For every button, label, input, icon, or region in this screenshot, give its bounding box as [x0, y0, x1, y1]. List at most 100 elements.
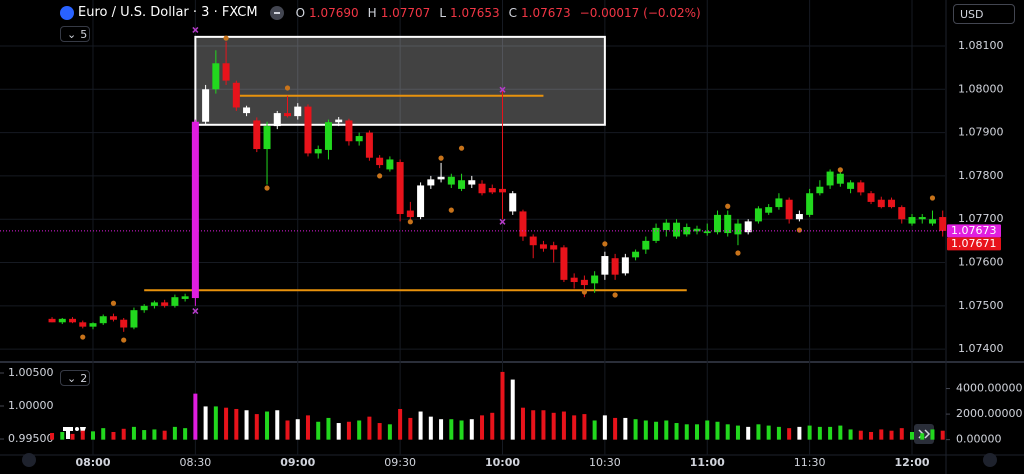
x-tick-label: 11:30: [794, 456, 826, 469]
high-value: 1.07707: [380, 5, 431, 20]
open-value: 1.07690: [309, 5, 359, 20]
candle-body: [744, 221, 752, 233]
volume-bar: [111, 431, 116, 440]
volume-bar: [592, 420, 597, 440]
volume-bar: [500, 371, 505, 440]
volume-bar: [295, 419, 300, 440]
candle-body: [253, 120, 261, 150]
volume-bar: [746, 426, 751, 440]
candle-body: [519, 211, 527, 237]
volume-bar: [459, 420, 464, 440]
volume-bar: [725, 424, 730, 440]
volume-bar: [920, 433, 925, 440]
volume-bar: [510, 379, 515, 440]
volume-bar: [336, 423, 341, 440]
volume-bar: [623, 417, 628, 440]
indicator-toggle[interactable]: ⌄ 5: [60, 26, 90, 42]
candle-body: [89, 323, 97, 327]
candle-body: [888, 199, 896, 208]
collapse-button[interactable]: [269, 5, 284, 20]
y-tick-label: 1.07600: [958, 256, 1004, 269]
candle-body: [836, 173, 844, 184]
x-tick-label: 10:30: [589, 456, 621, 469]
volume-bar: [715, 421, 720, 440]
volume-bar: [684, 424, 689, 440]
volume-bar: [387, 424, 392, 440]
y-tick-label: 1.07700: [958, 212, 1004, 225]
candle-body: [243, 107, 251, 114]
candle-body: [79, 322, 87, 327]
x-tick-label: 08:30: [180, 456, 212, 469]
candle-body: [202, 89, 210, 122]
zone-box: [194, 35, 606, 126]
volume-bar: [121, 428, 126, 440]
candle-body: [683, 227, 691, 235]
volume-bar: [305, 415, 310, 440]
volume-tick-label: 2000.00000: [956, 407, 1022, 420]
candle-body: [58, 318, 66, 323]
candle-body: [406, 210, 414, 218]
volume-bar: [367, 416, 372, 440]
volume-bar: [776, 426, 781, 440]
candle-body: [447, 176, 455, 185]
symbol-title[interactable]: Euro / U.S. Dollar · 3 · FXCM: [78, 5, 258, 20]
signal-cross: [192, 308, 199, 315]
candle-body: [724, 214, 732, 234]
signal-dot: [377, 173, 383, 179]
candle-body: [396, 162, 404, 215]
candle-body: [734, 223, 742, 235]
candle-body: [591, 275, 599, 284]
volume-bar: [469, 419, 474, 440]
indicator-toggle[interactable]: ⌄ 2: [60, 370, 90, 386]
candle-body: [509, 193, 517, 212]
volume-bar: [766, 425, 771, 440]
volume-bar: [705, 420, 710, 440]
volume-bar: [346, 421, 351, 440]
volume-bar: [828, 426, 833, 440]
volume-bar: [265, 411, 270, 440]
candle-body: [570, 277, 578, 283]
candle-body: [468, 180, 476, 185]
indicator-count: 2: [80, 371, 88, 385]
candle-body: [498, 188, 506, 193]
candle-body: [314, 149, 322, 154]
volume-bar: [439, 419, 444, 440]
signal-dot: [438, 155, 444, 161]
candle-body: [693, 228, 701, 232]
volume-bar: [807, 425, 812, 440]
signal-dot: [929, 195, 936, 201]
candle-body: [222, 63, 230, 81]
signal-dot: [110, 300, 117, 306]
candle-body: [458, 180, 466, 189]
candle-body: [713, 214, 721, 233]
auto-scale-icon[interactable]: [983, 453, 997, 467]
volume-bar: [213, 406, 218, 440]
volume-bar: [244, 410, 249, 440]
price-tag: [947, 224, 1001, 238]
volume-bar: [695, 424, 700, 440]
candle-body: [673, 222, 681, 237]
candle-body: [355, 136, 363, 142]
low-value: 1.07653: [450, 5, 500, 20]
timezone-icon[interactable]: [22, 453, 36, 467]
volume-bar: [930, 429, 935, 440]
volume-bar: [756, 424, 761, 440]
volume-bar: [80, 430, 85, 440]
candle-body: [376, 157, 384, 166]
volume-bar: [633, 419, 638, 440]
volume-bar: [520, 407, 525, 440]
candle-body: [560, 247, 568, 280]
volume-bar: [797, 426, 802, 440]
candle-body: [273, 113, 281, 127]
candle-body: [539, 244, 547, 249]
candle-body: [918, 217, 926, 220]
candle-body: [703, 231, 711, 234]
volume-bar: [70, 433, 75, 440]
volume-bar: [152, 429, 157, 440]
candle-body: [795, 214, 803, 220]
candle-body: [765, 207, 773, 213]
currency-select[interactable]: USD: [953, 4, 1015, 24]
price-tag: [947, 237, 1001, 251]
candle-body: [232, 82, 240, 108]
